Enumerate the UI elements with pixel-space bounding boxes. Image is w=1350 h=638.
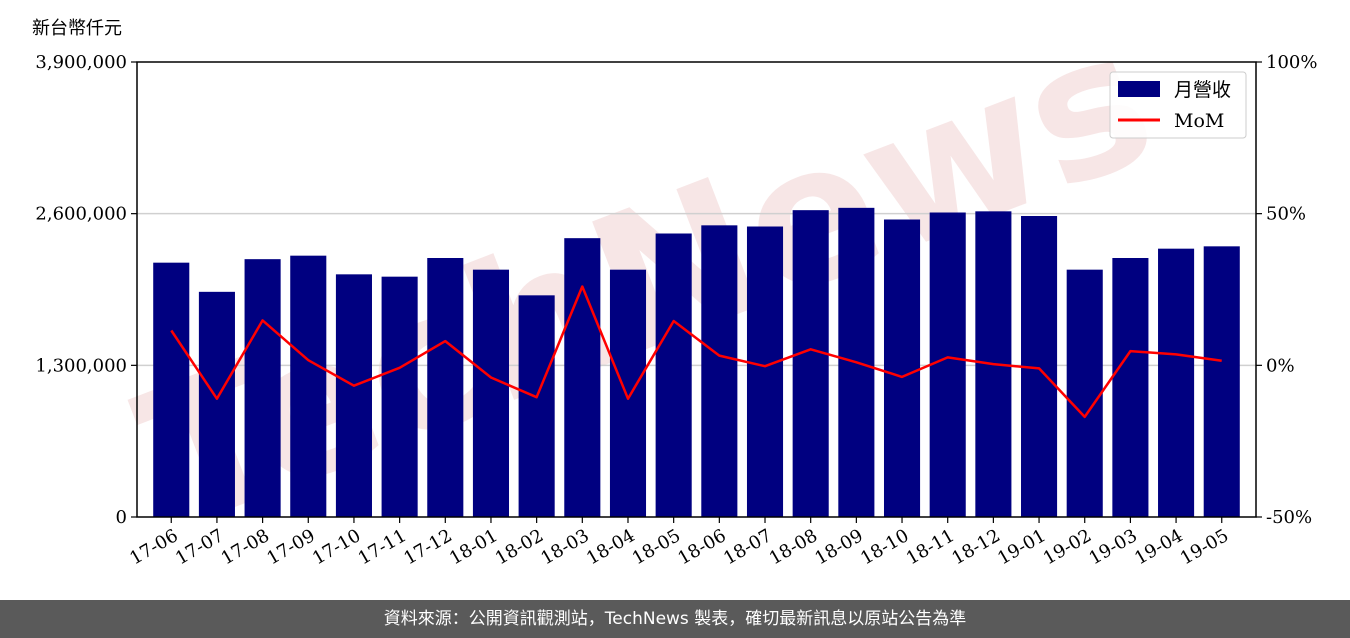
x-tick-label: 18-09 [811,525,866,569]
x-tick-label: 18-02 [492,525,547,569]
y-unit-label: 新台幣仟元 [32,18,122,39]
bar [518,295,555,517]
x-tick-label: 18-08 [766,525,821,569]
x-tick-label: 19-05 [1177,525,1232,569]
y-right-tick-label: 100% [1266,52,1317,73]
x-tick-label: 17-06 [126,525,181,569]
mom-line [170,285,1222,419]
plot-frame [136,61,1257,518]
bar [1158,248,1195,517]
y-left-tick-label: 2,600,000 [35,204,127,225]
x-tick-label: 19-02 [1040,525,1095,569]
legend-label: 月營收 [1174,79,1231,101]
bar [655,233,692,517]
y-right-tick-label: 0% [1266,355,1295,376]
x-tick-label: 18-04 [583,525,638,569]
x-tick-label: 18-06 [674,525,729,569]
x-tick-label: 17-11 [355,525,410,569]
bar [244,259,281,517]
x-tick-label: 18-11 [903,525,958,569]
x-tick-label: 18-12 [948,525,1003,569]
x-tick-label: 19-01 [994,525,1049,569]
x-tick-label: 19-04 [1131,525,1186,569]
x-tick-label: 19-03 [1085,525,1140,569]
bar [153,262,190,517]
bar [1112,258,1149,517]
x-tick-label: 18-05 [629,525,684,569]
y-right-tick-label: 50% [1266,204,1306,225]
bar [198,291,235,517]
bar [929,212,966,517]
legend-swatch-bar [1118,81,1160,97]
bar [792,210,829,517]
bar [883,219,921,517]
bar [1066,269,1103,517]
x-tick-label: 18-07 [720,525,775,569]
revenue-chart: TechNews 01,300,0002,600,0003,900,000-50… [32,0,1317,572]
bar [1203,246,1240,518]
y-left-tick-label: 1,300,000 [35,355,127,376]
bar [564,238,601,517]
source-footer: 資料來源：公開資訊觀測站，TechNews 製表，確切最新訊息以原站公告為準 [0,600,1350,638]
y-left-tick-label: 3,900,000 [35,52,127,73]
bar [609,269,647,517]
bar [335,274,372,517]
bar [746,226,784,517]
legend-label: MoM [1174,110,1224,132]
bar [701,225,738,518]
y-left-tick-label: 0 [116,507,127,528]
x-tick-label: 18-03 [537,525,592,569]
bar [381,276,418,517]
bar [290,255,327,517]
bars-layer [153,207,1240,518]
y-right-tick-label: -50% [1266,507,1312,528]
x-tick-label: 17-10 [309,525,364,569]
x-tick-label: 17-12 [400,525,455,569]
bar [427,258,464,517]
x-tick-label: 18-10 [857,525,912,569]
legend: 月營收 MoM [1109,71,1247,139]
line-layer [170,285,1222,419]
x-tick-label: 18-01 [446,525,501,569]
bar [472,269,510,517]
